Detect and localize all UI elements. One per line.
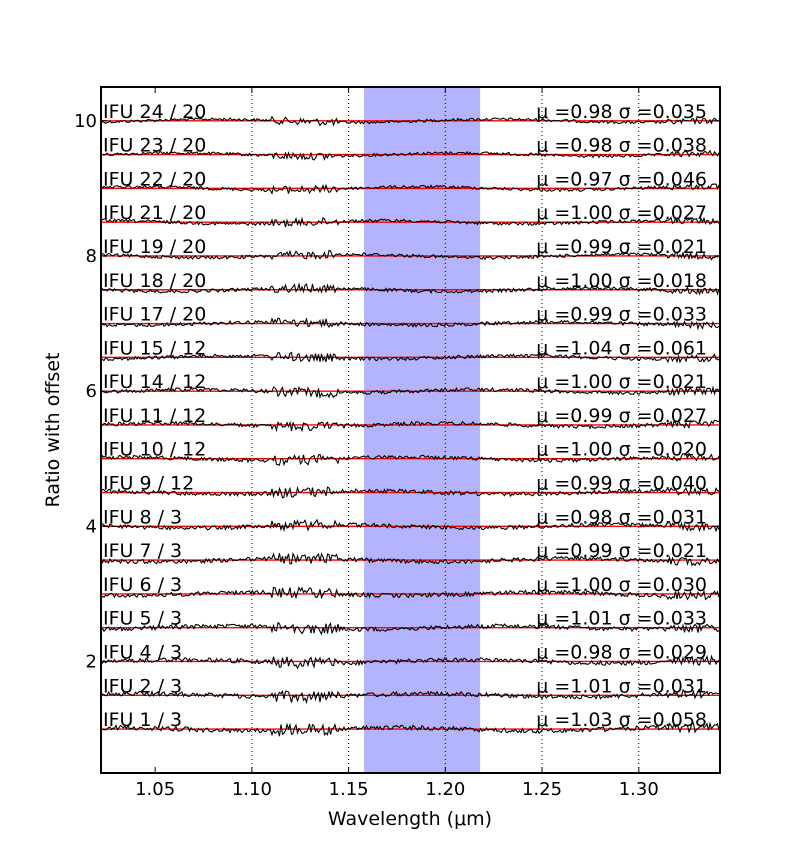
series-line xyxy=(100,518,720,533)
series-line xyxy=(100,419,720,433)
series-label: IFU 7 / 3 xyxy=(103,540,182,562)
series-label: IFU 23 / 20 xyxy=(103,135,206,157)
series-label: IFU 19 / 20 xyxy=(103,236,206,258)
series-line xyxy=(100,654,720,670)
series-line xyxy=(100,621,720,636)
series-stat-label: μ =0.97 σ =0.046 xyxy=(536,168,707,190)
series-stat-label: μ =1.04 σ =0.061 xyxy=(536,337,707,359)
series-label-layer: IFU 24 / 20 μ =0.98 σ =0.035 IFU 23 / 20 μ … xyxy=(103,101,707,731)
series-line xyxy=(100,316,720,331)
y-tick-label: 6 xyxy=(86,381,97,402)
y-axis-label: Ratio with offset xyxy=(42,353,64,508)
x-axis-label: Wavelength (μm) xyxy=(328,808,492,830)
series-label: IFU 15 / 12 xyxy=(103,337,206,359)
series-stat-label: μ =0.98 σ =0.035 xyxy=(536,101,707,123)
shaded-band-layer xyxy=(364,87,481,773)
series-stat-label: μ =1.01 σ =0.033 xyxy=(536,608,707,630)
series-line xyxy=(100,351,720,364)
series-label: IFU 22 / 20 xyxy=(103,168,206,190)
series-stat-label: μ =1.00 σ =0.021 xyxy=(536,371,707,393)
x-tick-label: 1.10 xyxy=(232,779,272,800)
series-label: IFU 14 / 12 xyxy=(103,371,206,393)
series-line xyxy=(100,486,720,499)
shaded-band xyxy=(364,87,481,773)
series-line xyxy=(100,282,720,296)
series-layer xyxy=(100,115,720,737)
series-label: IFU 4 / 3 xyxy=(103,641,182,663)
x-tick-label: 1.20 xyxy=(425,779,465,800)
x-tick-label: 1.05 xyxy=(135,779,175,800)
series-stat-label: μ =0.99 σ =0.021 xyxy=(536,236,707,258)
series-label: IFU 17 / 20 xyxy=(103,304,206,326)
series-label: IFU 24 / 20 xyxy=(103,101,206,123)
series-stat-label: μ =1.00 σ =0.018 xyxy=(536,270,707,292)
series-label: IFU 8 / 3 xyxy=(103,506,182,528)
x-tick-label: 1.25 xyxy=(522,779,562,800)
series-line xyxy=(100,115,720,127)
series-line xyxy=(100,182,720,195)
series-line xyxy=(100,385,720,400)
series-label: IFU 10 / 12 xyxy=(103,439,206,461)
series-stat-label: μ =0.99 σ =0.027 xyxy=(536,405,707,427)
series-line xyxy=(100,551,720,567)
series-label: IFU 2 / 3 xyxy=(103,675,182,697)
axis-ticks: 1.05 1.10 1.15 1.20 1.25 1.30 2 4 6 8 10 xyxy=(74,87,720,800)
series-stat-label: μ =1.00 σ =0.030 xyxy=(536,574,707,596)
series-stat-label: μ =1.01 σ =0.031 xyxy=(536,675,707,697)
series-line xyxy=(101,149,720,161)
y-tick-label: 4 xyxy=(86,516,97,537)
series-line xyxy=(100,586,720,601)
y-tick-label: 8 xyxy=(86,246,97,267)
series-label: IFU 18 / 20 xyxy=(103,270,206,292)
series-stat-label: μ =0.98 σ =0.029 xyxy=(536,641,707,663)
series-stat-label: μ =0.99 σ =0.021 xyxy=(536,540,707,562)
series-label: IFU 9 / 12 xyxy=(103,473,194,495)
series-stat-label: μ =0.98 σ =0.038 xyxy=(536,135,707,157)
y-tick-label: 10 xyxy=(74,111,97,132)
y-tick-label: 2 xyxy=(86,651,97,672)
plot-frame xyxy=(100,86,721,774)
series-stat-label: μ =0.99 σ =0.033 xyxy=(536,304,707,326)
series-line xyxy=(100,216,720,228)
series-stat-label: μ =1.00 σ =0.020 xyxy=(536,439,707,461)
x-tick-label: 1.15 xyxy=(329,779,369,800)
series-label: IFU 11 / 12 xyxy=(103,405,206,427)
series-stat-label: μ =0.99 σ =0.040 xyxy=(536,473,707,495)
series-label: IFU 5 / 3 xyxy=(103,608,182,630)
series-stat-label: μ =0.98 σ =0.031 xyxy=(536,506,707,528)
series-line xyxy=(100,688,720,705)
series-label: IFU 6 / 3 xyxy=(103,574,182,596)
series-line xyxy=(100,721,720,737)
series-label: IFU 1 / 3 xyxy=(103,709,182,731)
x-tick-label: 1.30 xyxy=(619,779,659,800)
series-label: IFU 21 / 20 xyxy=(103,202,206,224)
series-line xyxy=(100,249,720,261)
series-line xyxy=(100,451,720,467)
series-stat-label: μ =1.03 σ =0.058 xyxy=(536,709,707,731)
series-stat-label: μ =1.00 σ =0.027 xyxy=(536,202,707,224)
